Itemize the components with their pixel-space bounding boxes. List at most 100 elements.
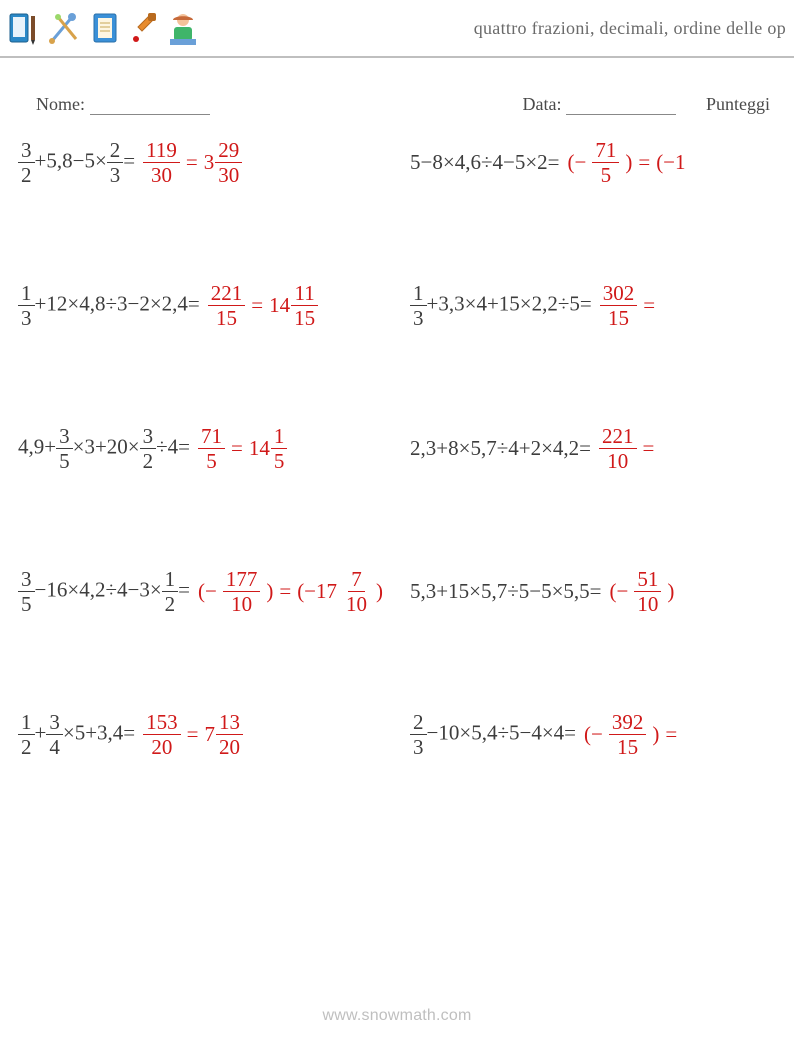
value: 2	[139, 291, 150, 315]
value: 4	[476, 291, 487, 315]
answer: 30215=	[600, 282, 661, 329]
meta-right: Data: Punteggi	[523, 94, 771, 115]
value: 5	[519, 579, 530, 603]
equation: 12+34×5+3,4=15320=71320	[18, 711, 406, 758]
worksheet-title: quattro frazioni, decimali, ordine delle…	[474, 18, 786, 39]
fraction: 22115	[208, 282, 246, 329]
date-field: Data:	[523, 94, 676, 115]
operator: −	[127, 578, 139, 602]
operator: +	[44, 435, 56, 459]
name-blank[interactable]	[90, 94, 210, 115]
value: )	[667, 579, 674, 604]
operator: =	[251, 293, 263, 318]
value: 20	[107, 435, 128, 459]
fraction: 715	[592, 139, 619, 186]
value: 16	[46, 578, 67, 602]
value: )	[625, 150, 632, 175]
date-blank[interactable]	[566, 94, 676, 115]
value: 8	[448, 436, 459, 460]
value: 4	[117, 578, 128, 602]
operator: ×	[128, 435, 140, 459]
problem-cell: 2,3+8×5,7÷4+2×4,2=22110=	[410, 425, 794, 472]
problem-cell: 5−8×4,6÷4−5×2=(−715)=(−1	[410, 139, 794, 186]
fraction: 23	[410, 711, 427, 758]
value: 8	[432, 150, 443, 174]
value: 4	[531, 721, 542, 745]
operator: ÷	[481, 150, 493, 174]
operator: +	[35, 148, 47, 172]
equation: 4,9+35×3+20×32÷4=715=1415	[18, 425, 406, 472]
value: (−	[610, 579, 629, 604]
fraction: 15320	[143, 711, 181, 758]
operator: ×	[469, 579, 481, 603]
fraction: 710	[343, 568, 370, 615]
name-field: Nome:	[36, 94, 210, 115]
value: 3,3	[438, 291, 464, 315]
operator: ÷	[105, 578, 117, 602]
operator: =	[580, 291, 592, 315]
operator: =	[564, 721, 576, 745]
problem-cell: 23−10×5,4÷5−4×4=(−39215)=	[410, 711, 794, 758]
problem-cell: 32+5,8−5×23=11930=32930	[18, 139, 406, 186]
operator: −	[503, 150, 515, 174]
operator: ×	[73, 435, 85, 459]
value: 12	[46, 291, 67, 315]
operator: =	[590, 579, 602, 603]
equation: 5−8×4,6÷4−5×2=(−715)=(−1	[410, 139, 794, 186]
operator: ×	[459, 436, 471, 460]
operator: −	[427, 721, 439, 745]
operator: =	[638, 150, 650, 175]
value: 15	[499, 291, 520, 315]
problem-cell: 35−16×4,2÷4−3×12=(−17710)=(−17710)	[18, 568, 406, 615]
equation: 2,3+8×5,7÷4+2×4,2=22110=	[410, 425, 794, 472]
operator: ÷	[497, 721, 509, 745]
operator: ×	[552, 579, 564, 603]
value: (−	[584, 722, 603, 747]
operator: ×	[520, 291, 532, 315]
fraction: 35	[56, 425, 73, 472]
notebook-icon	[90, 11, 120, 45]
value: 2	[537, 150, 548, 174]
value: )	[652, 722, 659, 747]
value: 3	[139, 578, 150, 602]
fraction: 23	[107, 139, 124, 186]
value: 5,4	[471, 721, 497, 745]
operator: ×	[525, 150, 537, 174]
value: 10	[438, 721, 459, 745]
student-icon	[168, 11, 198, 45]
value: 2	[531, 436, 542, 460]
value: 4,9	[18, 435, 44, 459]
value: 5,3	[410, 579, 436, 603]
dropper-icon	[130, 11, 158, 45]
operator: =	[643, 293, 655, 318]
value: 3	[117, 291, 128, 315]
operator: ÷	[156, 435, 168, 459]
operator: ×	[465, 291, 477, 315]
problem-cell: 13+12×4,8÷3−2×2,4=22115=141115	[18, 282, 406, 329]
header-icons	[8, 11, 198, 45]
fraction: 11930	[143, 139, 180, 186]
operator: ×	[95, 148, 107, 172]
fraction: 30215	[600, 282, 638, 329]
value: 5,5	[563, 579, 589, 603]
operator: =	[579, 436, 591, 460]
operator: ×	[541, 436, 553, 460]
operator: =	[186, 150, 198, 175]
mixed-number: 32930	[204, 139, 243, 186]
problem-cell: 12+34×5+3,4=15320=71320	[18, 711, 406, 758]
problem-cell: 13+3,3×4+15×2,2÷5=30215=	[410, 282, 794, 329]
operator: −	[127, 291, 139, 315]
fraction: 35	[18, 568, 35, 615]
value: 5	[509, 721, 520, 745]
equation: 13+3,3×4+15×2,2÷5=30215=	[410, 282, 794, 329]
problem-row: 13+12×4,8÷3−2×2,4=22115=14111513+3,3×4+1…	[18, 282, 794, 329]
value: 4	[168, 435, 179, 459]
operator: +	[85, 721, 97, 745]
operator: =	[187, 722, 199, 747]
value: (−	[198, 579, 217, 604]
operator: =	[188, 291, 200, 315]
worksheet-page: quattro frazioni, decimali, ordine delle…	[0, 0, 794, 1053]
meta-row: Nome: Data: Punteggi	[0, 58, 794, 139]
operator: +	[35, 291, 47, 315]
equation: 5,3+15×5,7÷5−5×5,5=(−5110)	[410, 568, 794, 615]
